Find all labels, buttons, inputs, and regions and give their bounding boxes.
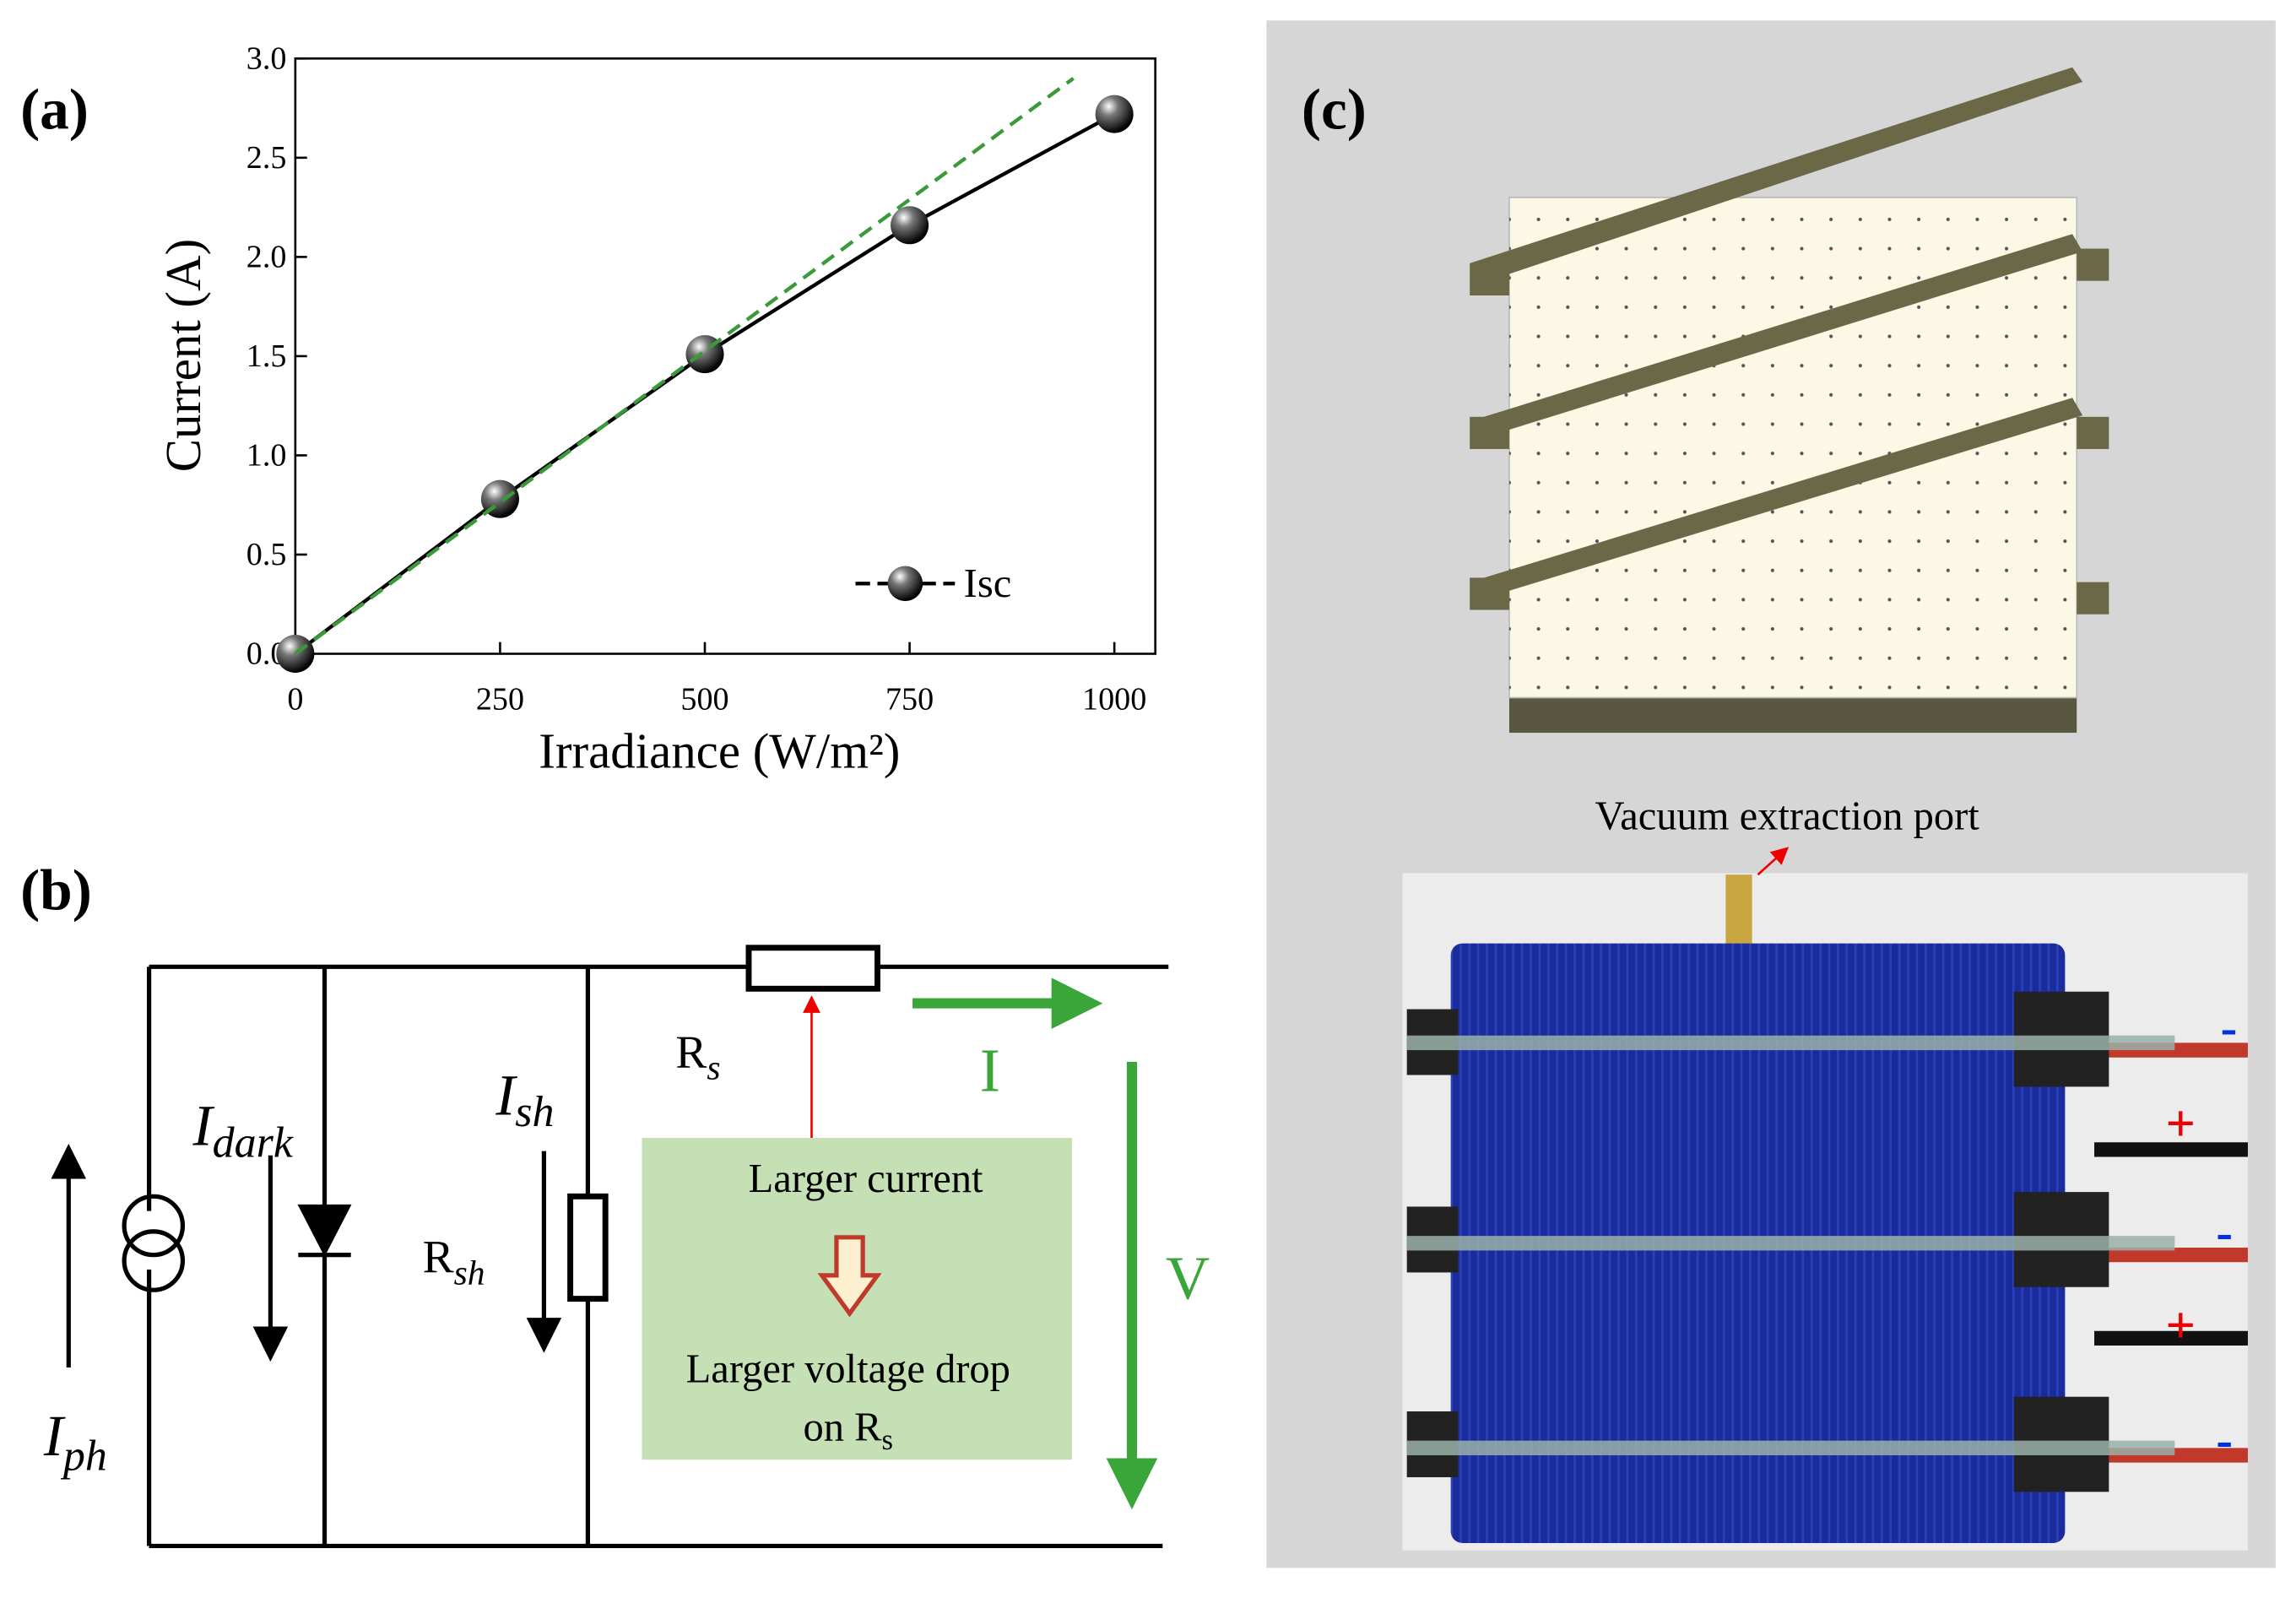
label: s bbox=[707, 1048, 720, 1087]
x-tick-label: 750 bbox=[885, 681, 934, 717]
y-tick-label: 2.0 bbox=[246, 240, 287, 275]
panel-label: (c) bbox=[1302, 76, 1367, 141]
wires bbox=[146, 964, 1169, 1549]
glass-bar bbox=[1406, 1440, 2175, 1456]
note: Larger current bbox=[749, 1156, 983, 1201]
down-arrow bbox=[817, 1235, 882, 1318]
glass-bar bbox=[1406, 1035, 2175, 1051]
point bbox=[891, 206, 929, 245]
label: sh bbox=[515, 1088, 554, 1136]
label: Iph bbox=[43, 1403, 107, 1480]
base bbox=[1508, 695, 2077, 734]
photo bbox=[1402, 873, 2248, 1551]
tab bbox=[2077, 416, 2109, 449]
legend-label: Isc bbox=[964, 561, 1012, 606]
note: Larger voltage drop bbox=[686, 1346, 1010, 1391]
panel-label: (b) bbox=[20, 858, 92, 923]
x-tick-label: 500 bbox=[680, 681, 728, 717]
x-tick-label: 250 bbox=[476, 681, 524, 717]
label: sh bbox=[454, 1253, 485, 1292]
label: I bbox=[43, 1403, 66, 1468]
fit-line bbox=[294, 77, 1075, 656]
legend-marker bbox=[887, 566, 923, 602]
voltage-label: V bbox=[1166, 1244, 1210, 1313]
tab bbox=[2077, 582, 2109, 615]
x-axis-label: Irradiance (W/m²) bbox=[539, 724, 900, 779]
plot-frame bbox=[294, 57, 1156, 655]
y-tick-label: 0.5 bbox=[246, 537, 287, 572]
panel-label: (a) bbox=[20, 76, 89, 141]
bar bbox=[1470, 398, 2083, 600]
x-tick-label: 1000 bbox=[1082, 681, 1146, 717]
label: R bbox=[675, 1026, 707, 1078]
minus-sign: - bbox=[2221, 1000, 2238, 1055]
source bbox=[122, 1229, 186, 1292]
label: Rs bbox=[675, 1026, 720, 1087]
bar bbox=[1470, 67, 2083, 284]
arrow bbox=[1757, 847, 1790, 876]
minus-sign: - bbox=[2216, 1205, 2233, 1260]
port bbox=[1725, 875, 1752, 948]
label: ph bbox=[60, 1432, 107, 1480]
label: dark bbox=[213, 1119, 294, 1167]
resistor bbox=[567, 1193, 609, 1302]
label: Rsh bbox=[423, 1231, 485, 1292]
resistor bbox=[745, 945, 880, 992]
label: Ish bbox=[495, 1062, 554, 1136]
plus-sign: + bbox=[2165, 1094, 2196, 1152]
y-axis-label: Current (A) bbox=[156, 239, 211, 472]
current-label: I bbox=[980, 1037, 1000, 1105]
circuit bbox=[51, 945, 1169, 1549]
source bbox=[122, 1194, 186, 1258]
port-label: Vacuum extraction port bbox=[1595, 793, 1980, 838]
label: I bbox=[495, 1062, 517, 1127]
glass-bar bbox=[1406, 1236, 2175, 1251]
y-tick-label: 2.5 bbox=[246, 140, 287, 176]
render bbox=[1470, 67, 2109, 734]
y-tick-label: 1.0 bbox=[246, 438, 287, 474]
tab bbox=[2077, 248, 2109, 281]
label: R bbox=[423, 1231, 454, 1282]
bar bbox=[1470, 234, 2083, 439]
x-tick-label: 0 bbox=[287, 681, 303, 717]
chart: Current (A) Irradiance (W/m²) 0.00.51.01… bbox=[156, 41, 1156, 779]
label: I bbox=[192, 1093, 215, 1158]
note: s bbox=[882, 1424, 893, 1456]
plus-sign: + bbox=[2165, 1297, 2196, 1355]
label: Idark bbox=[192, 1093, 294, 1167]
note: on R bbox=[804, 1405, 883, 1450]
point bbox=[1095, 95, 1134, 133]
note: on Rs bbox=[804, 1405, 893, 1456]
y-tick-label: 3.0 bbox=[246, 41, 287, 76]
minus-sign: - bbox=[2216, 1413, 2233, 1468]
diode bbox=[297, 1204, 352, 1257]
y-tick-label: 1.5 bbox=[246, 338, 287, 374]
